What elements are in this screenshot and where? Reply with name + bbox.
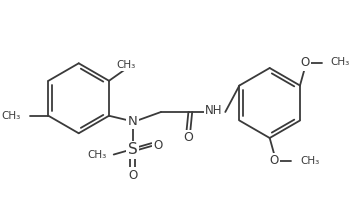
Text: O: O	[300, 56, 309, 69]
Text: O: O	[128, 169, 137, 182]
Text: O: O	[154, 139, 163, 152]
Text: S: S	[128, 142, 138, 157]
Text: CH₃: CH₃	[117, 60, 136, 70]
Text: CH₃: CH₃	[2, 111, 21, 121]
Text: NH: NH	[205, 104, 223, 117]
Text: O: O	[270, 154, 279, 167]
Text: CH₃: CH₃	[300, 156, 319, 166]
Text: CH₃: CH₃	[88, 150, 107, 159]
Text: CH₃: CH₃	[330, 57, 350, 67]
Text: N: N	[128, 115, 138, 128]
Text: O: O	[183, 131, 193, 144]
